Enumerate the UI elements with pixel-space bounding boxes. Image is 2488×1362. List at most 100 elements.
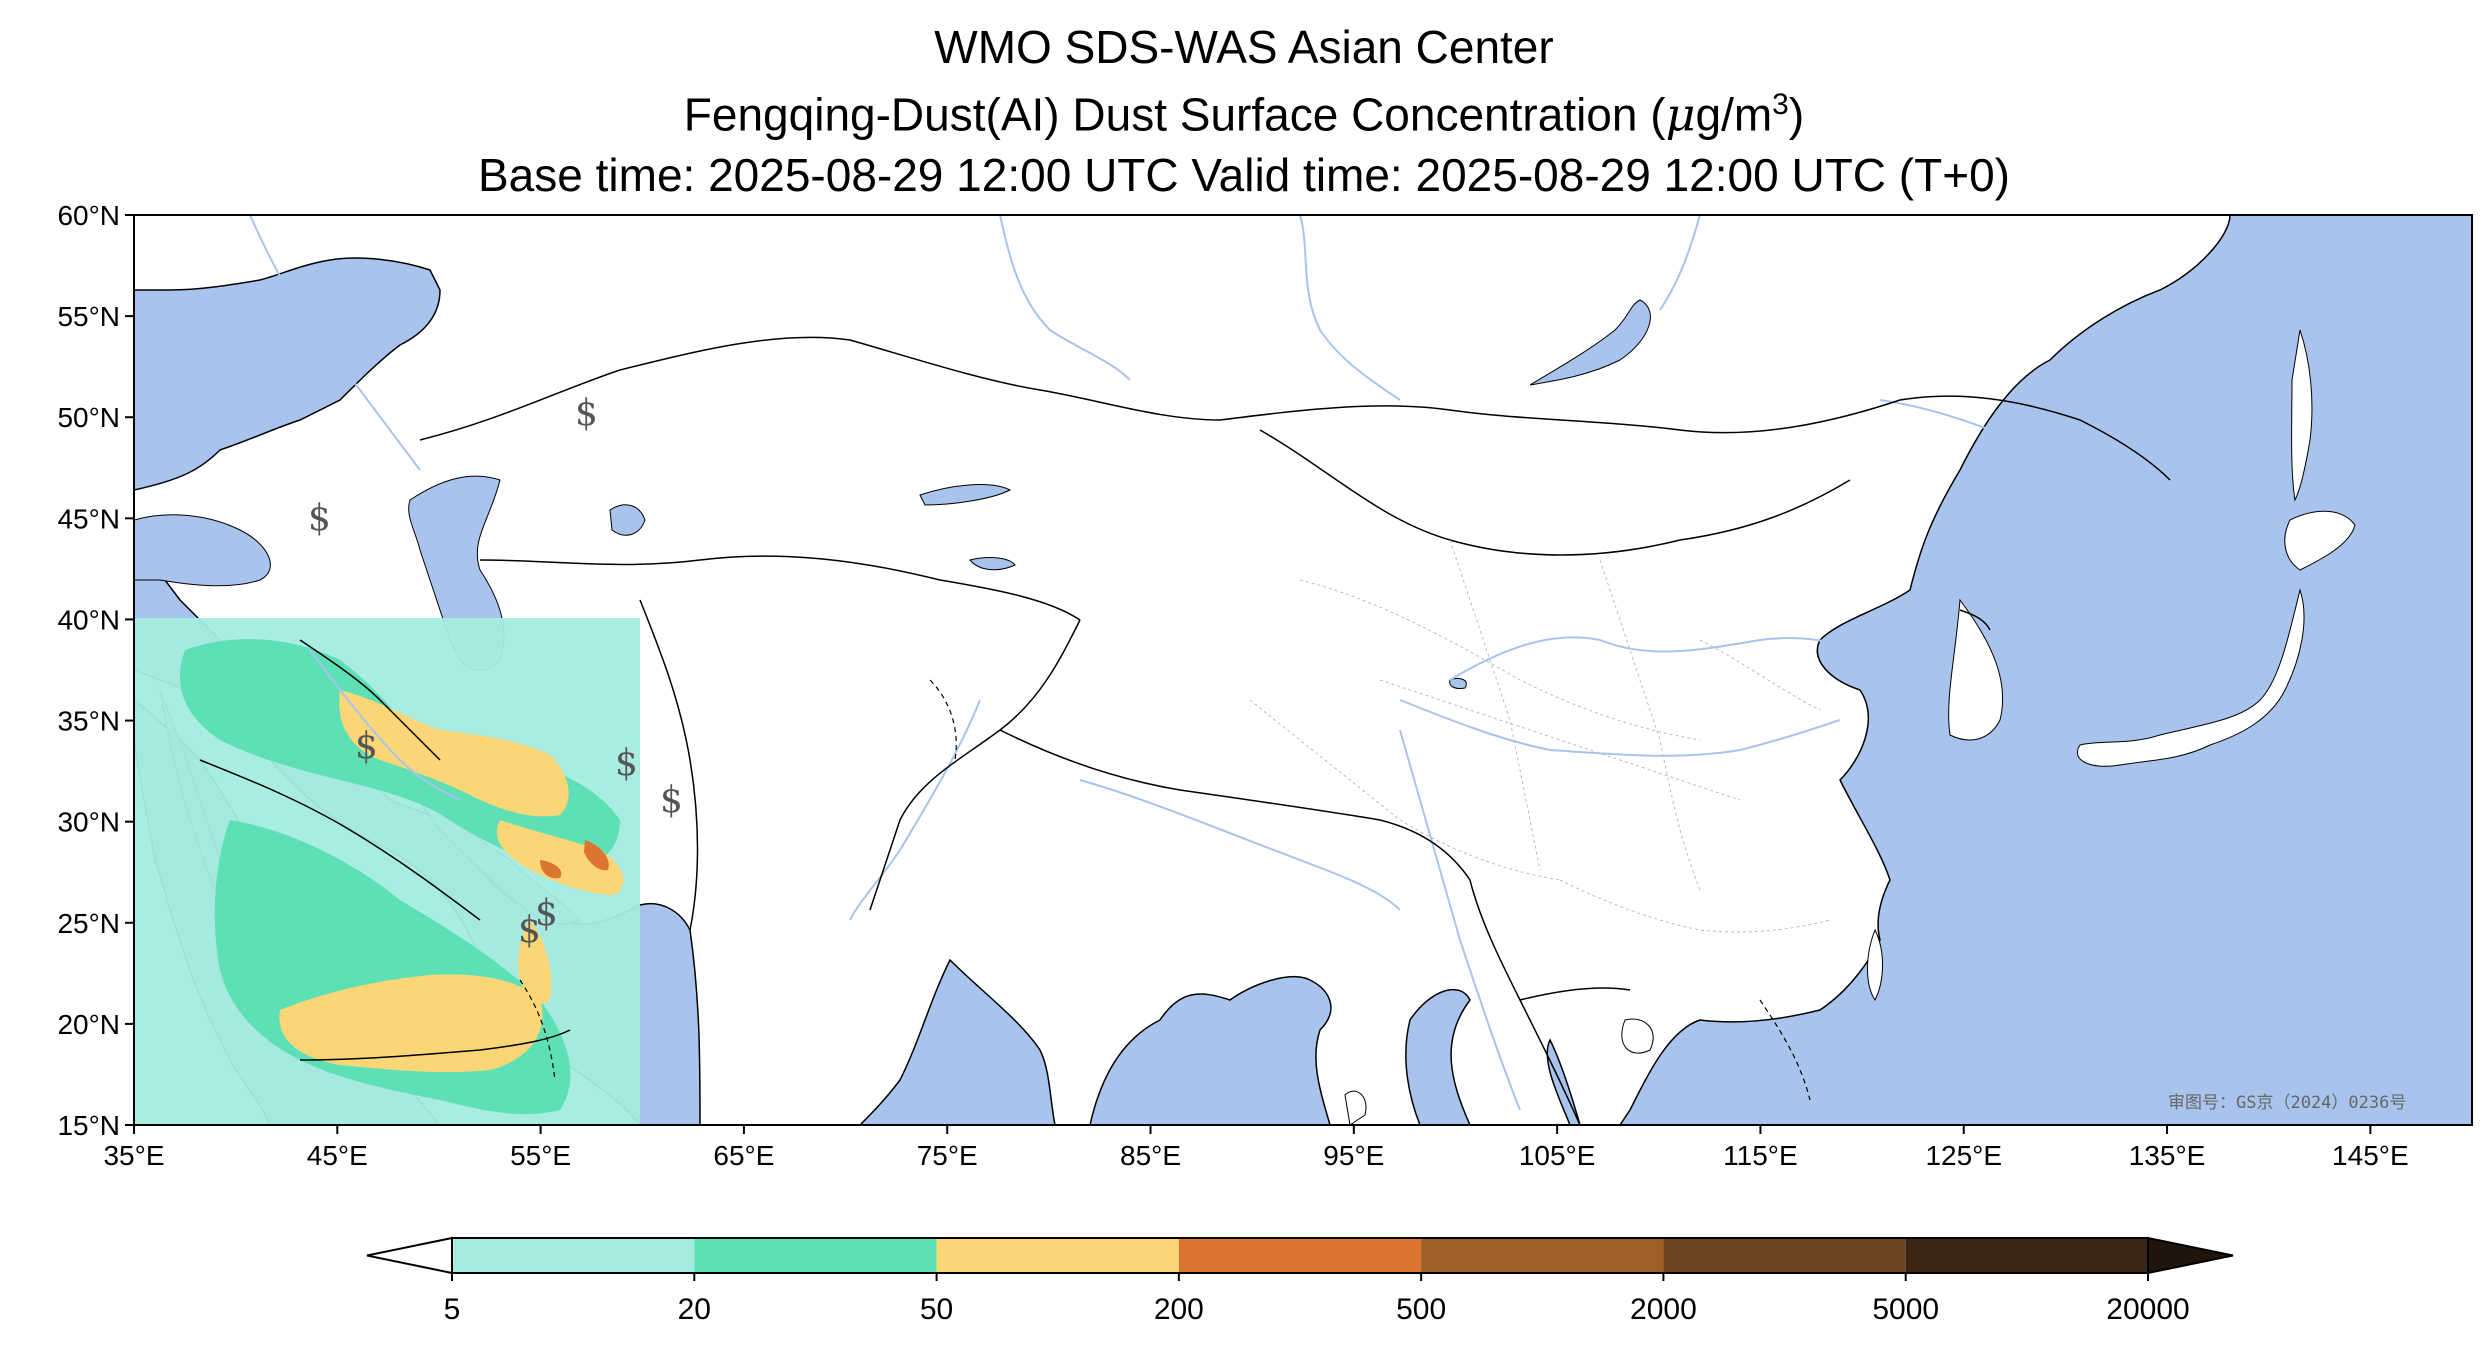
lat-tick-label: 60°N [57, 200, 120, 231]
dust-blob-200-500-iran [584, 840, 609, 871]
land-sakhalin [2291, 329, 2313, 502]
colorbar-outline [451, 1237, 2149, 1274]
border-turkey-iran-iraq [299, 639, 441, 761]
dust-blob-50-200-empty-quarter [518, 920, 552, 1004]
rivers-layer [249, 215, 2171, 1111]
dust-blob-200-500-gulf [540, 860, 562, 879]
lon-tick-label: 45°E [307, 1140, 368, 1171]
place-marker-4: $ [615, 743, 638, 784]
lat-tick-label: 30°N [57, 807, 120, 838]
colorbar-tick-label: 50 [920, 1293, 953, 1326]
place-marker-5: $ [660, 780, 683, 821]
border-china-vietnam [1519, 987, 1631, 1001]
lon-tick-label: 65°E [713, 1140, 774, 1171]
lake-issyk-kul [969, 557, 1016, 571]
colorbar-tick-label: 20 [678, 1293, 711, 1326]
lat-tick-label: 20°N [57, 1009, 120, 1040]
map-frame [133, 214, 2473, 1126]
lon-tick-label: 55°E [510, 1140, 571, 1171]
lon-tick-label: 95°E [1323, 1140, 1384, 1171]
place-marker-3: $ [355, 726, 378, 767]
disputed-border-arabia [519, 979, 556, 1081]
river-indus [849, 699, 981, 921]
province-border-4 [1379, 679, 1741, 801]
disputed-border-south-china-sea [1759, 999, 1811, 1101]
latitude-axis: 60°N 55°N 50°N 45°N 40°N 35°N 30°N 25°N 20°N 15°N [57, 200, 134, 1141]
lon-tick-label: 145°E [2332, 1140, 2409, 1171]
lat-tick-label: 55°N [57, 301, 120, 332]
province-border-5 [1249, 699, 1561, 881]
border-himalaya [999, 729, 1471, 881]
border-yemen-oman [299, 1029, 571, 1061]
river-ganges [1079, 779, 1401, 911]
lake-black-sea [134, 514, 271, 587]
place-marker-1: $ [575, 393, 598, 434]
dashed-borders-layer [519, 679, 1811, 1101]
colorbar-bin [694, 1238, 937, 1273]
lon-tick-label: 85°E [1120, 1140, 1181, 1171]
border-kazakhstan-south [479, 555, 1081, 621]
border-russia-kazakhstan [419, 336, 1221, 441]
river-mekong [1399, 729, 1521, 1111]
map-approval-number: 审图号：GS京（2024）0236号 [2168, 1093, 2406, 1113]
colorbar-tick-label: 500 [1396, 1293, 1446, 1326]
lon-tick-label: 75°E [917, 1140, 978, 1171]
river-yellow [1449, 636, 1851, 681]
colorbar-tick-label: 200 [1154, 1293, 1204, 1326]
lon-tick-label: 35°E [103, 1140, 164, 1171]
figure-title-line2: Fengqing-Dust(AI) Dust Surface Concentra… [0, 88, 2488, 141]
title-unit: g/m [1695, 88, 1773, 141]
place-markers: $ $ $ $ $ $ $ [308, 393, 683, 951]
province-border-7 [1559, 879, 1831, 933]
land-sri-lanka-area [1344, 1090, 1367, 1125]
lake-aral-sea [609, 504, 646, 536]
dust-concentration-layer [134, 618, 640, 1125]
colorbar-over-arrow [2147, 1236, 2234, 1275]
colorbar-tick-label: 2000 [1630, 1293, 1697, 1326]
dust-blob-50-200-arabia [279, 974, 543, 1073]
river-yangtze [1399, 699, 1841, 757]
land-taiwan [1867, 928, 1883, 1001]
river-tigris-euphrates [309, 649, 461, 801]
border-india-pakistan [869, 819, 901, 911]
land-japan [2077, 588, 2305, 767]
dust-blob-50-200-mesopotamia [339, 690, 569, 817]
border-saudi-arabia [199, 759, 481, 921]
lon-tick-label: 125°E [1925, 1140, 2002, 1171]
border-korea [1959, 609, 1991, 631]
colorbar-bin [936, 1238, 1179, 1273]
river-lena [1659, 215, 1701, 311]
colorbar-tick-label: 20000 [2106, 1293, 2189, 1326]
longitude-axis: 35°E 45°E 55°E 65°E 75°E 85°E 95°E 105°E 115°E 12… [103, 1125, 2409, 1171]
lat-tick-label: 35°N [57, 706, 120, 737]
place-marker-2: $ [308, 498, 331, 539]
lat-tick-label: 15°N [57, 1110, 120, 1141]
colorbar-bin [1178, 1238, 1422, 1273]
title-unit-exponent: 3 [1772, 88, 1789, 121]
national-borders-layer [199, 336, 2171, 1125]
lon-tick-label: 135°E [2129, 1140, 2206, 1171]
land-hainan [1621, 1018, 1654, 1054]
lat-tick-label: 25°N [57, 908, 120, 939]
river-amur [1879, 399, 2171, 541]
province-border-2 [1449, 539, 1541, 871]
title-mu-symbol: μ [1665, 87, 1696, 142]
river-ob [999, 215, 1131, 381]
land-korea [1948, 598, 2004, 741]
colorbar: 5 20 50 200 500 2000 5000 20000 [366, 1236, 2234, 1326]
colorbar-bin [1663, 1238, 1906, 1273]
colorbar-under-arrow [366, 1236, 453, 1275]
lake-balkhash [919, 484, 1012, 506]
lat-tick-label: 40°N [57, 604, 120, 635]
lake-qinghai [1449, 677, 1467, 689]
lon-tick-label: 105°E [1519, 1140, 1596, 1171]
colorbar-bin [452, 1238, 695, 1273]
title-line2-prefix: Fengqing-Dust(AI) Dust Surface Concentra… [683, 88, 1666, 141]
title-line2-suffix: ) [1788, 88, 1805, 141]
lake-baikal [1529, 299, 1651, 386]
border-russia-mongolia-china [1219, 395, 2171, 481]
lat-tick-label: 45°N [57, 503, 120, 534]
province-border-3 [1599, 559, 1701, 891]
dust-blob-50-200-iran [496, 820, 624, 895]
